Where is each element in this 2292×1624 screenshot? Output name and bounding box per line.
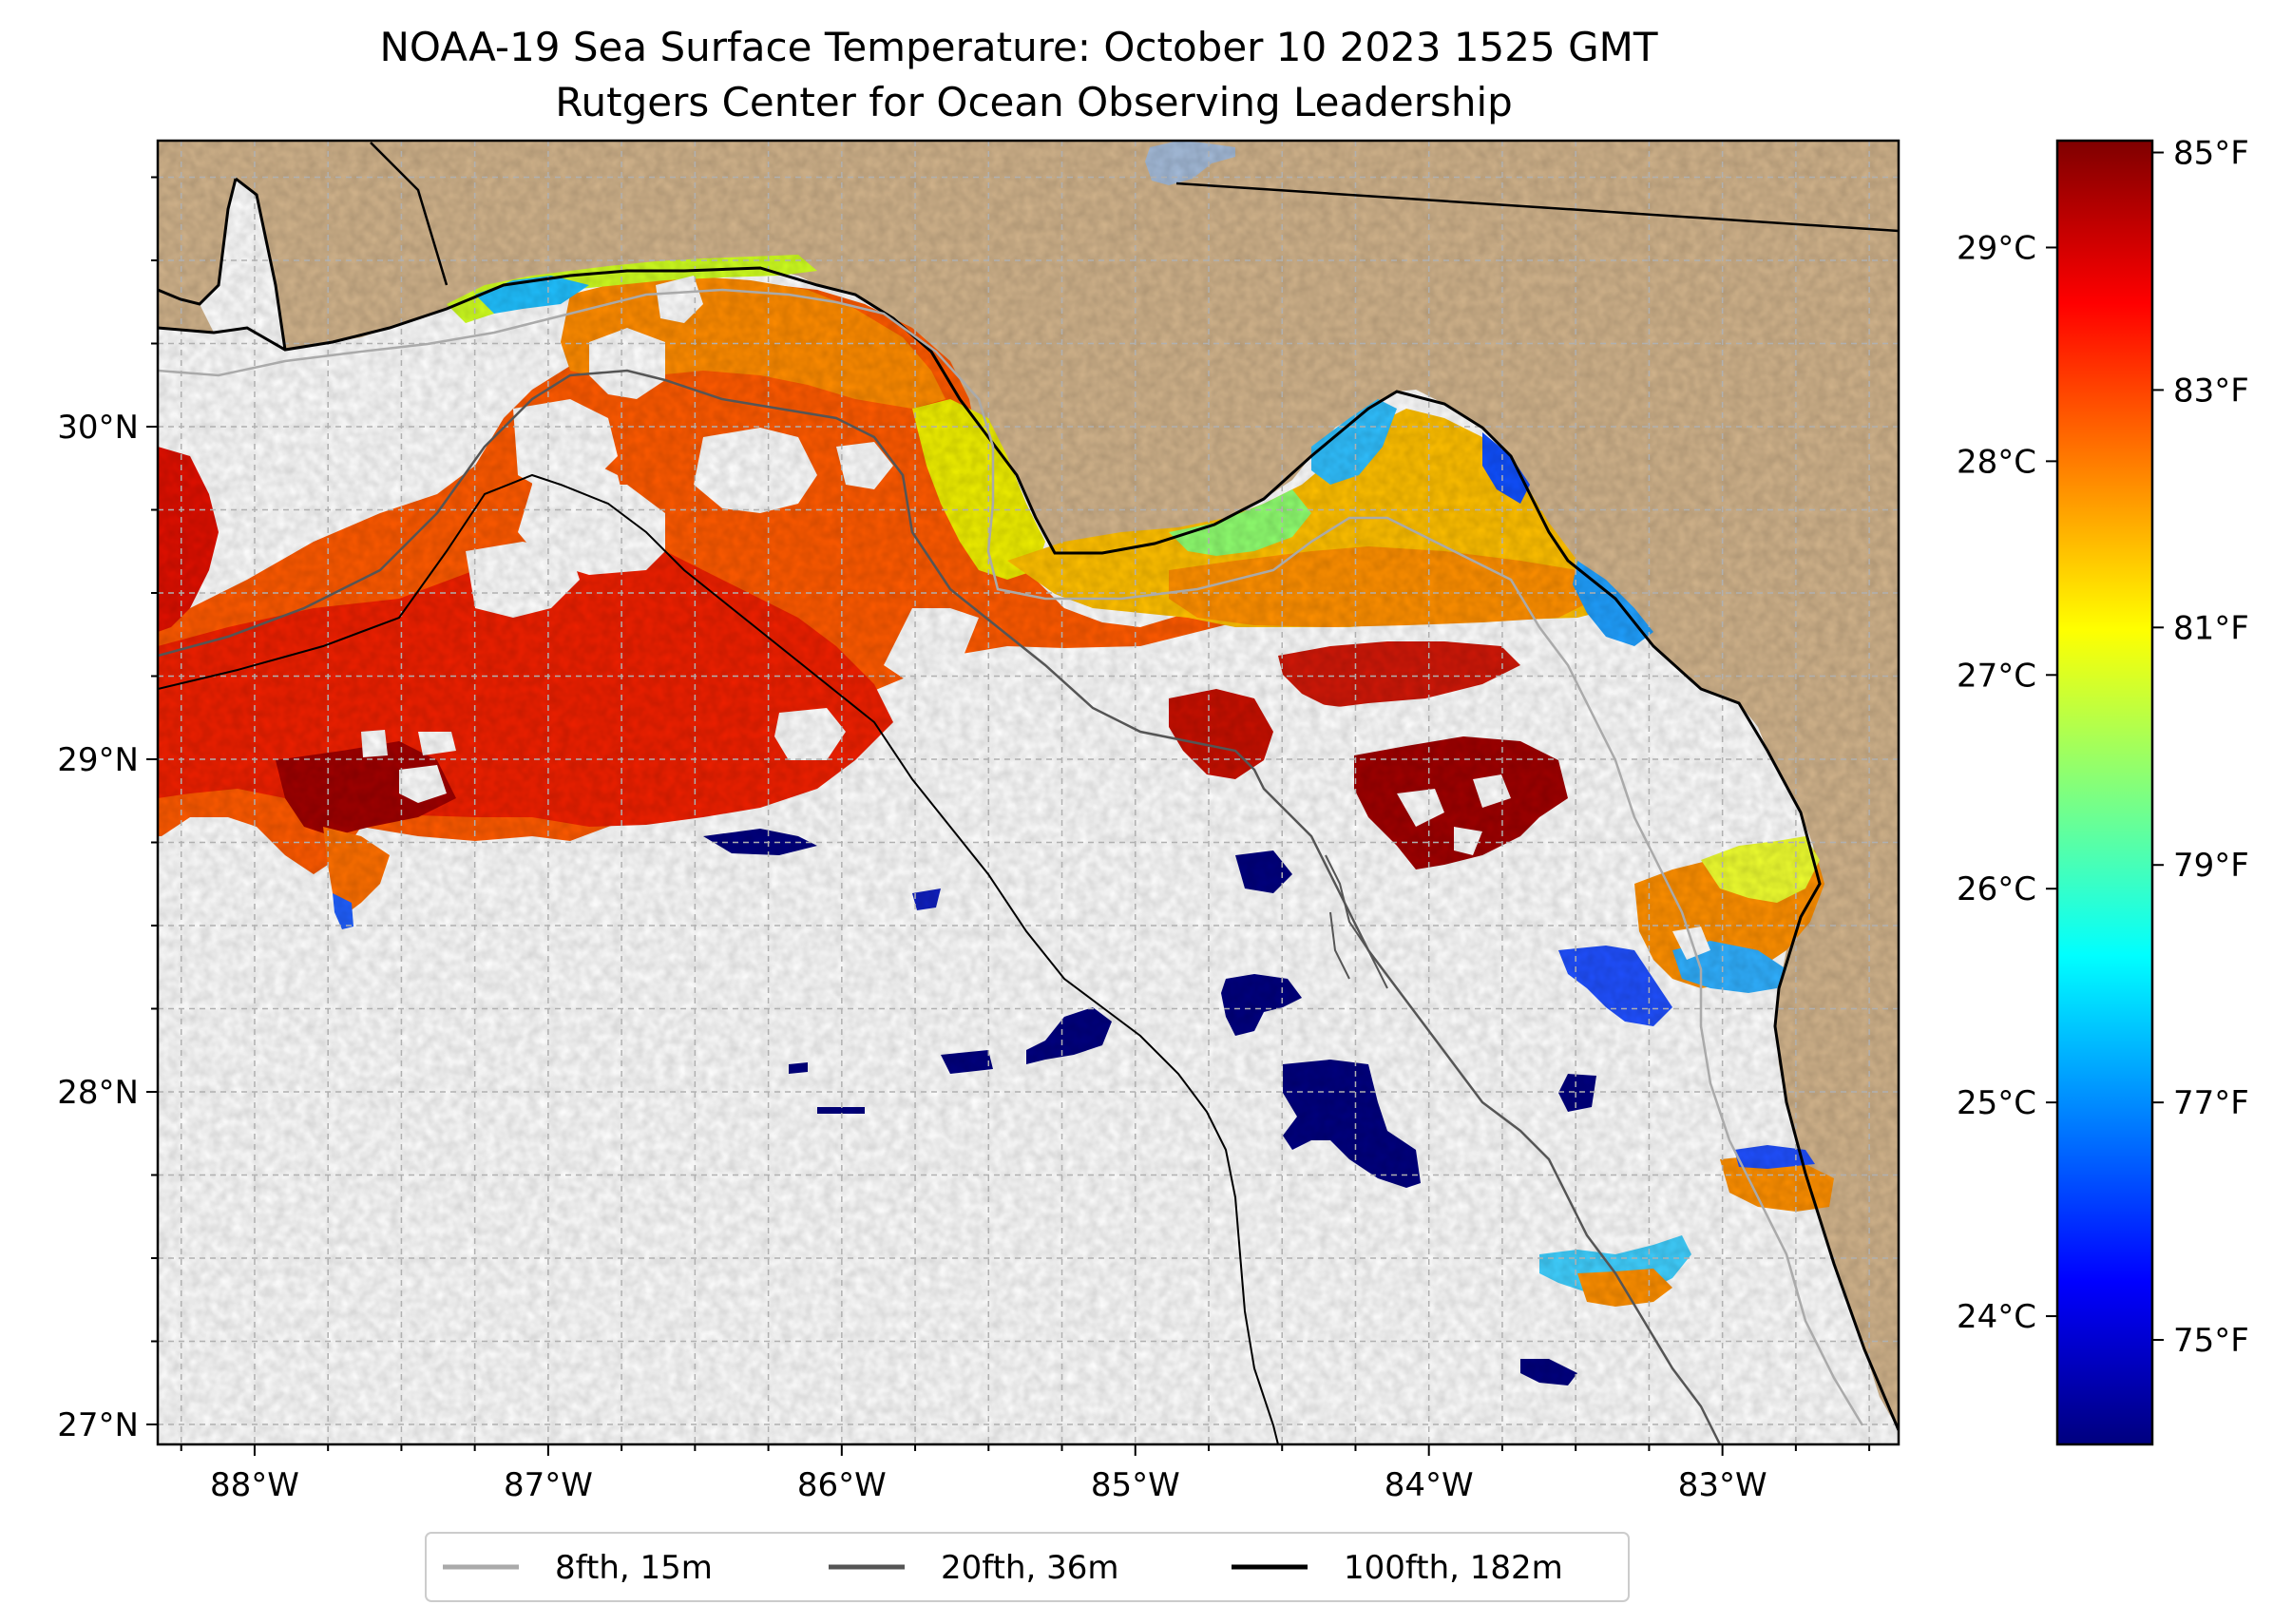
isobath-detail [1325,854,1388,989]
map-frame [156,139,1900,1446]
colorbar-fahrenheit-ticks: 85°F 83°F 81°F 79°F 77°F 75°F [2152,134,2249,1360]
colorbar-fahrenheit-label: 79°F [2173,847,2249,885]
legend-label: 100fth, 182m [1344,1549,1563,1587]
chart-title: NOAA-19 Sea Surface Temperature: October… [379,24,1657,70]
colorbar-fahrenheit-label: 81°F [2173,609,2249,647]
x-tick-label: 87°W [504,1466,593,1504]
x-tick-label: 83°W [1678,1466,1767,1504]
isobath-100fth [158,473,1279,1444]
colorbar-fahrenheit-label: 75°F [2173,1322,2249,1360]
colorbar-celsius-label: 25°C [1957,1084,2036,1122]
gridlines [158,141,1899,1444]
colorbar-celsius-label: 29°C [1957,229,2036,267]
isobath-20fth [158,369,1722,1444]
map-plot-area [158,141,1899,1444]
y-tick-label: 29°N [57,741,139,779]
legend-label: 20fth, 36m [941,1549,1119,1587]
coastline-bay [158,177,287,351]
state-boundary [1175,182,1899,233]
legend: 8fth, 15m 20fth, 36m 100fth, 182m [425,1532,1630,1602]
y-tick-label: 27°N [57,1406,139,1444]
x-axis: 88°W 87°W 86°W 85°W 84°W 83°W [180,1444,1871,1504]
coastline [158,266,1899,1431]
y-tick-label: 30°N [57,409,139,447]
x-tick-label: 84°W [1385,1466,1474,1504]
legend-box [425,1532,1630,1602]
colorbar-celsius-label: 24°C [1957,1298,2036,1336]
y-tick-label: 28°N [57,1074,139,1112]
colorbar-celsius-label: 27°C [1957,657,2036,695]
sst-field [158,141,1899,1444]
colorbar-celsius-label: 26°C [1957,870,2036,908]
chart-subtitle: Rutgers Center for Ocean Observing Leade… [555,79,1513,125]
colorbar-fahrenheit-label: 77°F [2173,1084,2249,1122]
isobath-8fth [158,288,1864,1426]
y-axis: 30°N 29°N 28°N 27°N [57,176,158,1444]
x-tick-label: 86°W [797,1466,887,1504]
colorbar-fahrenheit-label: 83°F [2173,372,2249,410]
state-boundary-west [370,142,449,286]
colorbar-fahrenheit-label: 85°F [2173,134,2249,172]
colorbar-celsius-label: 28°C [1957,443,2036,481]
colorbar-celsius-ticks: 29°C 28°C 27°C 26°C 25°C 24°C [1957,229,2057,1336]
x-tick-label: 85°W [1091,1466,1180,1504]
legend-label: 8fth, 15m [555,1549,713,1587]
colorbar [2055,139,2154,1446]
x-tick-label: 88°W [210,1466,299,1504]
